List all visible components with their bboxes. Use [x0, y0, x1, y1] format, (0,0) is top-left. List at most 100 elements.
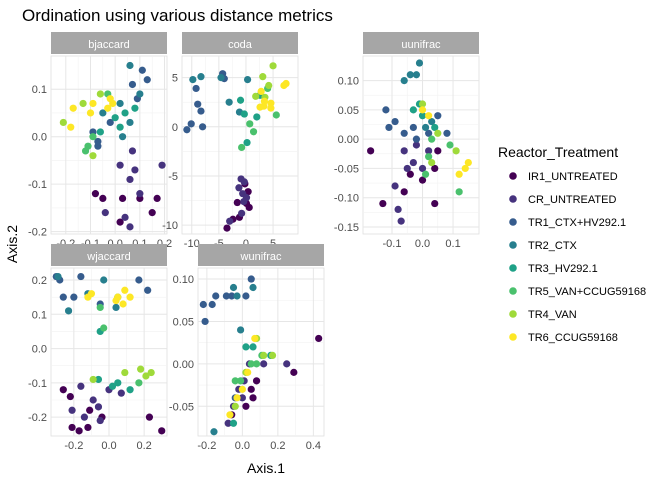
data-point [242, 292, 250, 300]
data-point [259, 73, 267, 81]
data-point [231, 377, 239, 385]
data-point [118, 133, 127, 141]
data-point [235, 184, 243, 192]
data-point [272, 111, 280, 119]
chart-title: Ordination using various distance metric… [22, 6, 333, 25]
data-point [69, 104, 77, 112]
facet-strip [182, 32, 298, 54]
data-point [418, 112, 427, 120]
data-point [59, 293, 67, 301]
y-tick-label: 0.00 [173, 359, 194, 371]
data-point [75, 427, 83, 435]
data-point [153, 194, 161, 202]
data-point [143, 76, 151, 84]
data-point [421, 170, 430, 178]
data-point [81, 147, 90, 155]
data-point [379, 199, 387, 208]
y-tick-label: -0.2 [28, 227, 47, 239]
data-point [425, 112, 433, 120]
panel-wunifrac: wunifrac -0.2 0.0 0.2 0.4 -0.05 0.00 0.05 0.10 [169, 244, 325, 452]
y-tick-label: 0.00 [338, 134, 359, 146]
data-point [197, 107, 205, 115]
data-point [128, 147, 137, 155]
data-point [112, 296, 120, 305]
data-point [198, 123, 207, 131]
data-point [418, 176, 427, 184]
data-point [253, 113, 261, 121]
data-point [252, 92, 260, 100]
data-point [114, 379, 122, 387]
legend-swatch [509, 172, 517, 180]
y-tick-label: 0.05 [338, 105, 359, 117]
data-point [70, 293, 78, 301]
data-point [406, 170, 414, 178]
data-point [144, 286, 152, 294]
data-point [238, 143, 246, 152]
data-point [247, 385, 255, 393]
data-point [135, 276, 143, 284]
data-point [268, 351, 277, 359]
y-tick-label: 0.10 [338, 76, 359, 88]
legend-swatch [509, 218, 517, 226]
data-point [236, 326, 245, 334]
data-point [189, 76, 197, 84]
data-point [112, 303, 120, 312]
data-point [400, 147, 408, 155]
data-point [247, 360, 255, 368]
y-tick-label: -0.05 [169, 401, 194, 413]
data-point [197, 73, 205, 81]
data-point [86, 406, 94, 414]
data-point [283, 360, 291, 368]
data-point [240, 110, 248, 118]
facet-strip-label: wunifrac [240, 251, 282, 263]
data-point [121, 368, 129, 377]
y-tick-label: -0.1 [28, 179, 47, 191]
panel-uunifrac: uunifrac -0.1 0.0 0.1 -0.15 -0.10 -0.05 0.00 0.0… [334, 32, 480, 250]
legend: Reactor_Treatment IR1_UNTREATED CR_UNTREA… [498, 144, 646, 344]
facet-strip [51, 244, 167, 266]
y-tick-label: 0.1 [32, 84, 47, 96]
data-point [118, 194, 127, 202]
data-point [425, 129, 433, 137]
data-point [138, 66, 146, 74]
y-tick-label: 0.1 [32, 309, 47, 321]
legend-swatch [509, 333, 517, 341]
data-point [394, 205, 402, 214]
x-tick-label: 0.0 [415, 238, 430, 250]
data-point [428, 117, 436, 126]
x-tick-label: 0.0 [101, 440, 116, 452]
data-point [236, 377, 245, 385]
x-tick-label: 0.1 [445, 238, 460, 250]
data-point [443, 129, 451, 137]
data-point [243, 138, 251, 147]
data-point [192, 84, 200, 93]
legend-title: Reactor_Treatment [498, 144, 618, 160]
data-point [101, 209, 109, 217]
data-point [59, 386, 67, 394]
x-tick-label: 0.0 [235, 440, 250, 452]
x-tick-label: -0.2 [64, 440, 83, 452]
data-point [94, 403, 103, 411]
data-point [224, 419, 232, 427]
data-point [403, 164, 411, 173]
facet-strip [198, 244, 324, 266]
data-point [208, 300, 216, 309]
data-point [412, 71, 421, 79]
data-point [400, 76, 408, 85]
data-point [131, 166, 139, 174]
data-point [77, 272, 85, 281]
data-point [290, 368, 298, 376]
data-point [406, 71, 414, 79]
data-point [244, 368, 252, 376]
data-point [252, 377, 261, 385]
legend-label: TR4_VAN [528, 309, 577, 321]
data-point [412, 141, 421, 149]
panel-bjaccard: bjaccard-0.2-0.10.00.10.2-0.2-0.10.00.1 [28, 32, 172, 250]
facet-panels: bjaccard -0.2 -0.1 0.0 0.1 0.2 -0.2 -0.1 0.0 0.1 c… [28, 32, 480, 452]
data-point [67, 123, 75, 131]
data-point [400, 129, 408, 137]
facet-strip-label: bjaccard [88, 39, 130, 51]
data-point [99, 194, 107, 202]
data-point [455, 170, 463, 178]
data-point [121, 213, 129, 221]
